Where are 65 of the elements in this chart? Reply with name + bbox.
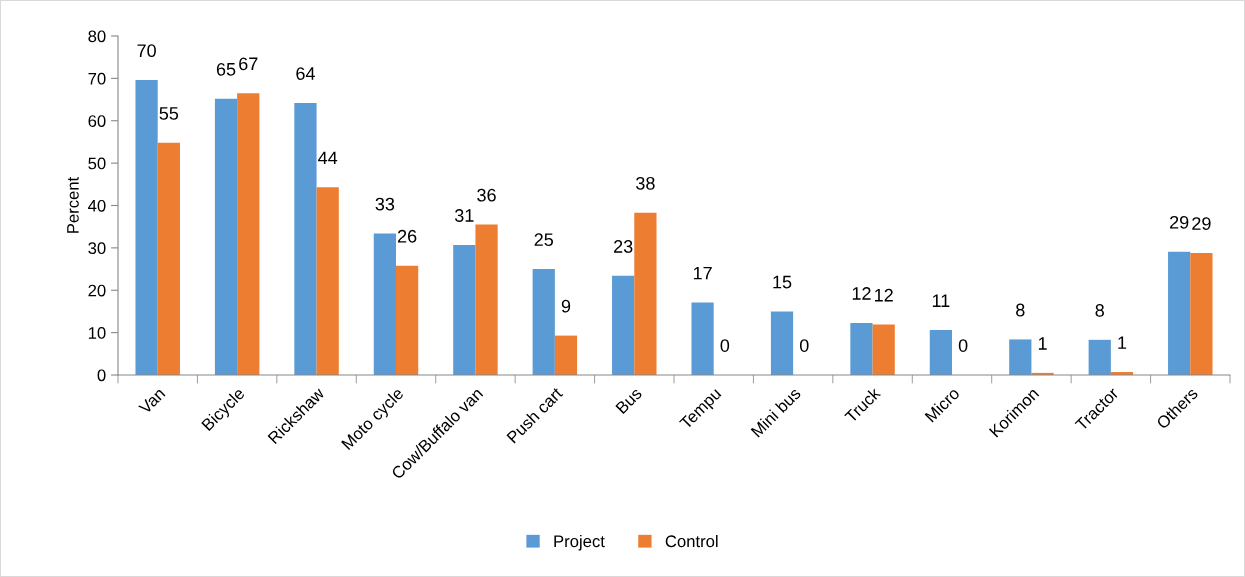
data-label: 1: [1118, 336, 1127, 349]
bar: [135, 80, 158, 375]
data-label: 0: [720, 339, 730, 352]
bar: [872, 324, 895, 375]
data-label: 12: [875, 288, 893, 302]
legend-label: Control: [665, 534, 718, 548]
x-tick-label: Bus: [615, 386, 643, 415]
bar: [214, 98, 238, 375]
y-tick-label: 80: [88, 30, 106, 43]
bar: [770, 311, 794, 375]
bar: [475, 224, 498, 375]
data-label: 29: [1192, 217, 1211, 230]
data-label: 29: [1170, 215, 1189, 229]
bar: [634, 212, 657, 375]
y-tick-label: 40: [88, 199, 106, 212]
data-label: 55: [159, 107, 179, 120]
data-label: 38: [636, 176, 655, 190]
bar: [1168, 251, 1191, 375]
bar: [1190, 252, 1213, 375]
y-tick-label: 0: [97, 369, 106, 382]
bar: [294, 102, 317, 375]
data-label: 11: [932, 294, 950, 307]
data-label: 25: [534, 233, 554, 247]
data-label: 36: [477, 188, 496, 202]
bar: [850, 322, 873, 375]
y-tick-label: 20: [88, 284, 106, 297]
bar: [532, 269, 555, 375]
bar: [396, 265, 419, 375]
data-label: 17: [693, 266, 712, 280]
bar: [929, 330, 952, 375]
data-label: 12: [852, 287, 871, 300]
data-label: 44: [318, 151, 338, 165]
bar: [1088, 339, 1111, 375]
x-tick-label: Van: [138, 387, 166, 415]
data-label: 31: [454, 209, 474, 222]
y-tick-label: 30: [88, 242, 106, 255]
data-label: 8: [1095, 304, 1104, 317]
data-label: 64: [296, 67, 315, 80]
bar: [373, 233, 396, 375]
y-tick-label: 10: [88, 327, 106, 339]
data-label: 33: [375, 197, 395, 211]
data-label: 26: [397, 229, 417, 243]
bar: [157, 142, 180, 375]
bar: [316, 187, 339, 375]
legend-label: Project: [554, 534, 605, 551]
bar: [237, 93, 260, 375]
y-axis-title: Percent: [67, 176, 79, 233]
y-tick-label: 50: [88, 157, 106, 170]
data-label: 23: [614, 240, 633, 253]
data-label: 1: [1038, 337, 1047, 350]
bar: [554, 335, 578, 375]
data-label: 67: [239, 57, 258, 71]
data-label: 0: [799, 339, 809, 352]
y-tick-label: 60: [88, 115, 106, 127]
data-label: 9: [561, 299, 571, 313]
data-label: 8: [1016, 303, 1025, 317]
bar: [612, 275, 635, 375]
bar: [1009, 339, 1032, 375]
data-label: 15: [773, 275, 792, 289]
bar: [453, 244, 476, 375]
data-label: 65: [216, 62, 236, 76]
bar: [691, 302, 714, 375]
data-label: 70: [137, 44, 156, 58]
y-tick-label: 70: [88, 72, 106, 85]
data-label: 0: [958, 339, 968, 352]
